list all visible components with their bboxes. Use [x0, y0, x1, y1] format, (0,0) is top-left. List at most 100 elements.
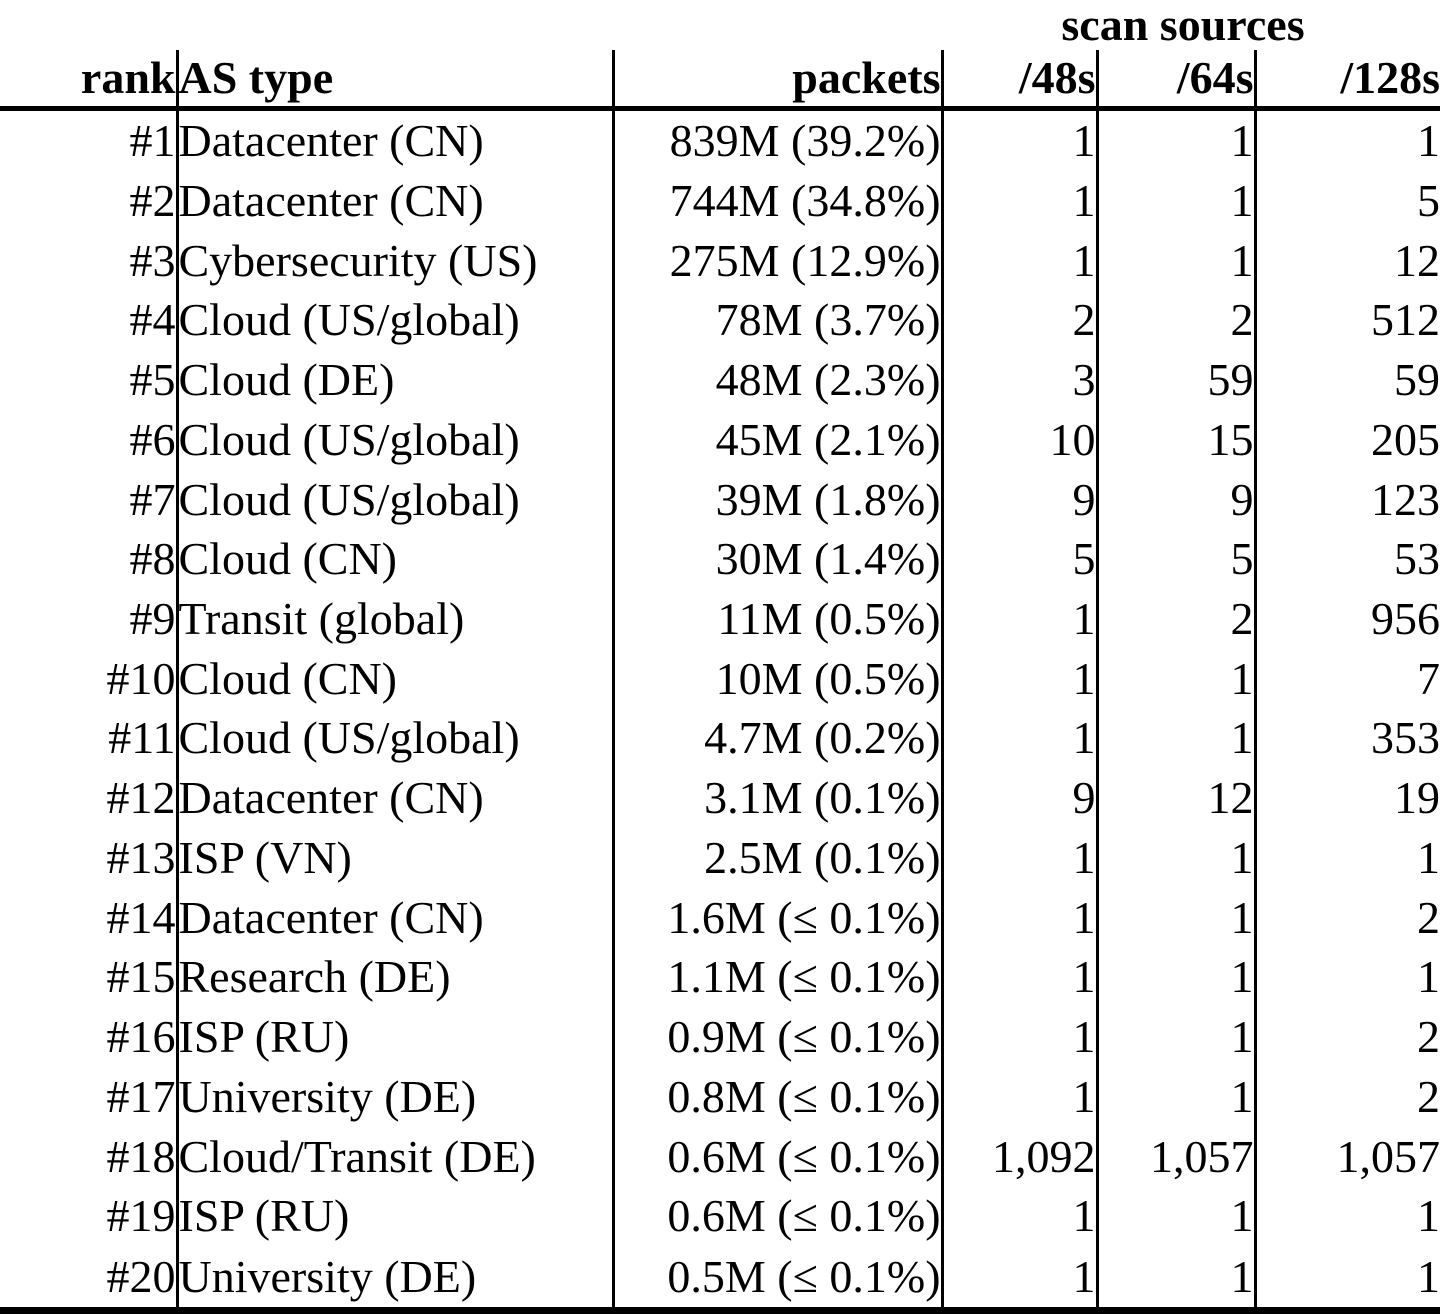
s48-cell: 1 [942, 828, 1099, 888]
s128-cell: 512 [1371, 294, 1440, 346]
table-row: #17 University (DE) 0.8M (≤ 0.1%) 1 1 2 [0, 1066, 1440, 1127]
rank-cell: #2 [0, 170, 179, 231]
packets-cell: 1.1M (≤ 0.1%) [613, 947, 944, 1008]
packets-cell: 0.8M (≤ 0.1%) [613, 1066, 944, 1127]
s48-cell: 1 [942, 170, 1099, 231]
packets-cell: 1.6M (≤ 0.1%) [613, 887, 944, 948]
as-type-cell: Cloud (CN) [177, 529, 615, 590]
rank-cell: #17 [0, 1066, 179, 1127]
packets-cell: 30M (1.4%) [613, 529, 944, 590]
s128-cell: 12 [1394, 234, 1440, 286]
rank-cell: #7 [0, 469, 179, 530]
s48-cell: 1 [942, 947, 1099, 1008]
table-row: #2 Datacenter (CN) 744M (34.8%) 1 1 5 [0, 170, 1440, 231]
s128-cell: 205 [1371, 413, 1440, 465]
s48-cell: 1,092 [942, 1126, 1099, 1187]
rank-cell: #11 [0, 708, 179, 769]
table-row: #11 Cloud (US/global) 4.7M (0.2%) 1 1 35… [0, 708, 1440, 769]
packets-cell: 48M (2.3%) [613, 350, 944, 410]
rank-cell: #6 [0, 409, 179, 470]
s48-cell: 10 [942, 409, 1099, 470]
rank-cell: #12 [0, 768, 179, 829]
s64-cell: 12 [1097, 768, 1257, 829]
rank-cell: #10 [0, 648, 179, 709]
s128-cell: 1 [1417, 831, 1440, 883]
s128-cell: 5 [1417, 174, 1440, 226]
rank-cell: #18 [0, 1126, 179, 1187]
s128-cell: 2 [1417, 1011, 1440, 1063]
s128-cell: 353 [1371, 712, 1440, 764]
group-header-row: scan sources [0, 0, 1440, 50]
packets-cell: 744M (34.8%) [613, 170, 944, 231]
s64-cell: 1 [1097, 108, 1257, 171]
s64-cell: 1 [1097, 947, 1257, 1008]
s48-cell: 5 [942, 529, 1099, 590]
s64-cell: 2 [1097, 290, 1257, 351]
s48-cell: 9 [942, 768, 1099, 829]
as-type-cell: University (DE) [177, 1246, 615, 1314]
as-type-cell: ISP (RU) [177, 1186, 615, 1247]
table-row: #5 Cloud (DE) 48M (2.3%) 3 59 59 [0, 350, 1440, 410]
packets-cell: 275M (12.9%) [613, 230, 944, 291]
s48-cell: 1 [942, 1066, 1099, 1127]
packets-cell: 2.5M (0.1%) [613, 828, 944, 888]
table-body: #1 Datacenter (CN) 839M (39.2%) 1 1 1 #2… [0, 108, 1440, 1314]
as-type-cell: Datacenter (CN) [177, 108, 615, 171]
packets-cell: 0.5M (≤ 0.1%) [613, 1246, 944, 1314]
as-type-cell: Cloud (DE) [177, 350, 615, 410]
as-type-cell: Research (DE) [177, 947, 615, 1008]
table-row: #4 Cloud (US/global) 78M (3.7%) 2 2 512 [0, 290, 1440, 351]
as-type-cell: Cloud (US/global) [177, 409, 615, 470]
packets-cell: 10M (0.5%) [613, 648, 944, 709]
s64-cell: 1 [1097, 1246, 1257, 1314]
table-row: #8 Cloud (CN) 30M (1.4%) 5 5 53 [0, 529, 1440, 590]
s48-cell: 1 [942, 887, 1099, 948]
packets-cell: 11M (0.5%) [613, 589, 944, 649]
s64-cell: 1 [1097, 230, 1257, 291]
as-type-cell: ISP (RU) [177, 1007, 615, 1067]
col-header-48s: /48s [942, 50, 1099, 111]
s128-cell: 1 [1417, 951, 1440, 1003]
s128-cell: 53 [1394, 533, 1440, 585]
packets-cell: 45M (2.1%) [613, 409, 944, 470]
table-row: #16 ISP (RU) 0.9M (≤ 0.1%) 1 1 2 [0, 1007, 1440, 1067]
s128-cell: 1,057 [1336, 1130, 1440, 1182]
rank-cell: #14 [0, 887, 179, 948]
packets-cell: 0.9M (≤ 0.1%) [613, 1007, 944, 1067]
s64-cell: 1 [1097, 887, 1257, 948]
s64-cell: 5 [1097, 529, 1257, 590]
packets-cell: 839M (39.2%) [613, 108, 944, 171]
rank-cell: #20 [0, 1246, 179, 1314]
s48-cell: 3 [942, 350, 1099, 410]
col-header-64s: /64s [1097, 50, 1257, 111]
rank-cell: #16 [0, 1007, 179, 1067]
s128-cell: 956 [1371, 592, 1440, 644]
as-type-cell: University (DE) [177, 1066, 615, 1127]
group-header-scan-sources: scan sources [1061, 0, 1305, 50]
packets-cell: 39M (1.8%) [613, 469, 944, 530]
s48-cell: 1 [942, 1186, 1099, 1247]
rank-cell: #4 [0, 290, 179, 351]
s64-cell: 15 [1097, 409, 1257, 470]
s128-cell: 19 [1394, 772, 1440, 824]
as-type-cell: Datacenter (CN) [177, 170, 615, 231]
column-header-row: rank AS type packets /48s /64s /128s [0, 50, 1440, 111]
s128-cell: 2 [1417, 891, 1440, 943]
as-type-cell: Cloud/Transit (DE) [177, 1126, 615, 1187]
s128-cell: 2 [1417, 1070, 1440, 1122]
group-header-spacer [0, 0, 942, 50]
packets-cell: 0.6M (≤ 0.1%) [613, 1126, 944, 1187]
s64-cell: 1 [1097, 1066, 1257, 1127]
s48-cell: 9 [942, 469, 1099, 530]
s128-cell: 1 [1255, 1246, 1440, 1314]
s64-cell: 1,057 [1097, 1126, 1257, 1187]
s128-cell: 1 [1417, 114, 1440, 166]
table-row: #12 Datacenter (CN) 3.1M (0.1%) 9 12 19 [0, 768, 1440, 829]
table-row: #9 Transit (global) 11M (0.5%) 1 2 956 [0, 589, 1440, 649]
s128-cell: 123 [1371, 473, 1440, 525]
s48-cell: 1 [942, 230, 1099, 291]
packets-cell: 78M (3.7%) [613, 290, 944, 351]
table-row: #6 Cloud (US/global) 45M (2.1%) 10 15 20… [0, 409, 1440, 470]
s48-cell: 1 [942, 589, 1099, 649]
